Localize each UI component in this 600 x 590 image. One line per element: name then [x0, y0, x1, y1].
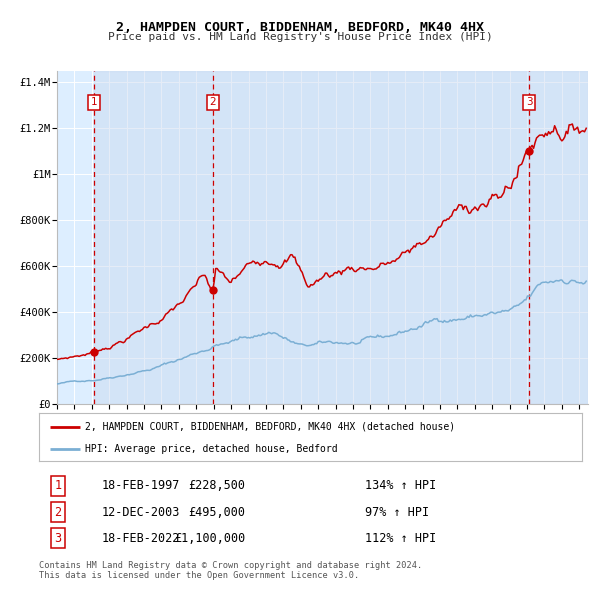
Text: 18-FEB-2022: 18-FEB-2022	[101, 532, 180, 545]
Text: 134% ↑ HPI: 134% ↑ HPI	[365, 480, 436, 493]
Bar	[94, 71, 213, 404]
Text: HPI: Average price, detached house, Bedford: HPI: Average price, detached house, Bedf…	[85, 444, 338, 454]
Text: Contains HM Land Registry data © Crown copyright and database right 2024.
This d: Contains HM Land Registry data © Crown c…	[39, 560, 422, 580]
Text: 18-FEB-1997: 18-FEB-1997	[101, 480, 180, 493]
Text: 1: 1	[91, 97, 97, 107]
Bar	[213, 71, 529, 404]
Text: £228,500: £228,500	[188, 480, 245, 493]
Text: 1: 1	[55, 480, 62, 493]
Text: 2, HAMPDEN COURT, BIDDENHAM, BEDFORD, MK40 4HX: 2, HAMPDEN COURT, BIDDENHAM, BEDFORD, MK…	[116, 21, 484, 34]
Text: Price paid vs. HM Land Registry's House Price Index (HPI): Price paid vs. HM Land Registry's House …	[107, 32, 493, 42]
Text: 12-DEC-2003: 12-DEC-2003	[101, 506, 180, 519]
Text: 3: 3	[526, 97, 532, 107]
Text: 3: 3	[55, 532, 62, 545]
Text: £495,000: £495,000	[188, 506, 245, 519]
Text: £1,100,000: £1,100,000	[174, 532, 245, 545]
Text: 97% ↑ HPI: 97% ↑ HPI	[365, 506, 429, 519]
Text: 112% ↑ HPI: 112% ↑ HPI	[365, 532, 436, 545]
Bar	[529, 71, 588, 404]
Text: 2, HAMPDEN COURT, BIDDENHAM, BEDFORD, MK40 4HX (detached house): 2, HAMPDEN COURT, BIDDENHAM, BEDFORD, MK…	[85, 421, 455, 431]
Text: 2: 2	[55, 506, 62, 519]
Text: 2: 2	[209, 97, 216, 107]
